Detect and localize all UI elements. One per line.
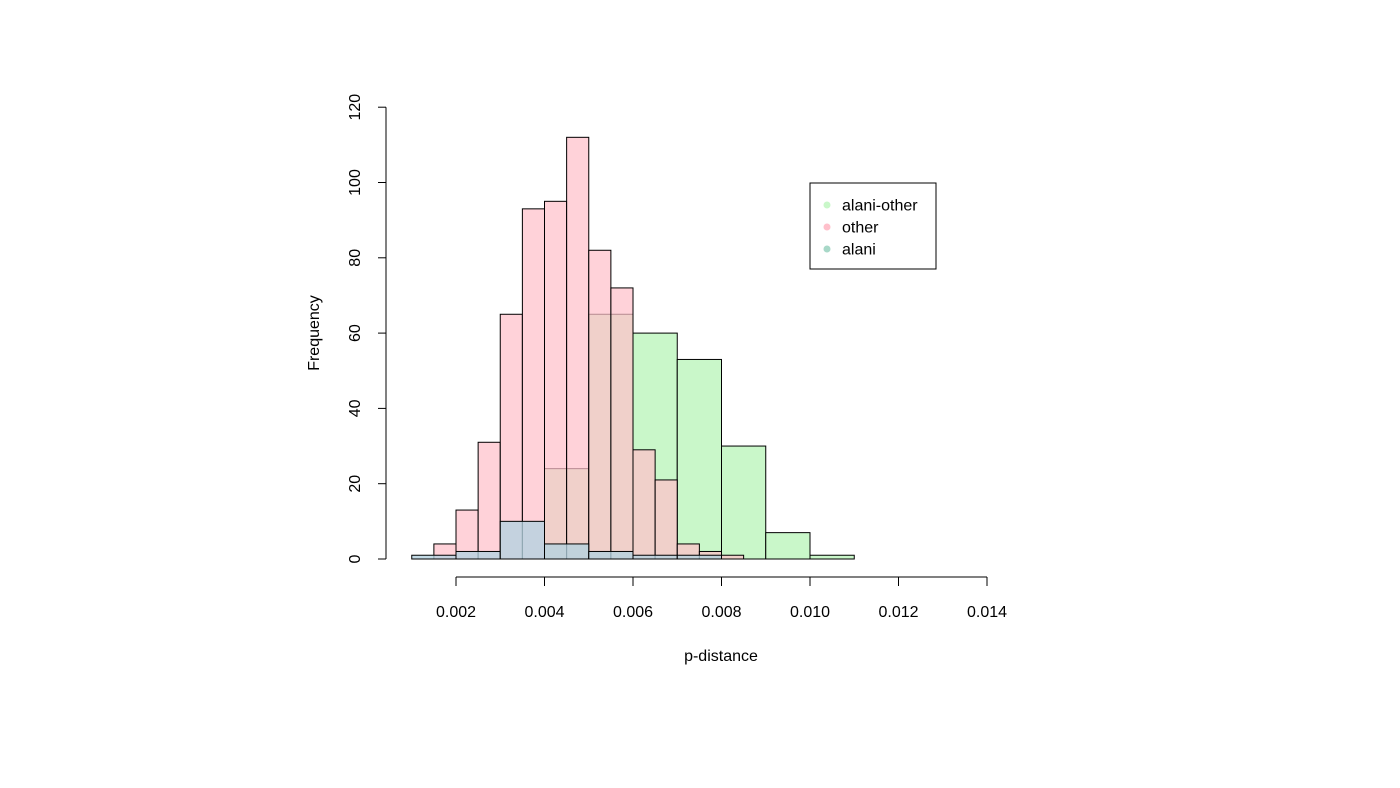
x-tick-label: 0.002 bbox=[436, 604, 476, 621]
x-tick-label: 0.006 bbox=[613, 604, 653, 621]
legend-label: alani bbox=[842, 242, 876, 259]
x-tick-label: 0.014 bbox=[967, 604, 1007, 621]
bar-alani-6 bbox=[676, 554, 722, 560]
bar-other-4 bbox=[521, 208, 546, 560]
bar-other-13 bbox=[721, 554, 745, 560]
legend-label: other bbox=[842, 220, 879, 237]
legend-label: alani-other bbox=[842, 198, 918, 215]
bar-other-7 bbox=[588, 249, 612, 560]
bar-other-2 bbox=[477, 441, 501, 560]
y-axis: 0 20 40 60 80 100 120 bbox=[347, 94, 387, 563]
bar-alani-other-3 bbox=[676, 358, 722, 560]
bar-alani-other-4 bbox=[721, 445, 767, 560]
x-tick-label: 0.012 bbox=[878, 604, 918, 621]
bar-other-5 bbox=[544, 200, 568, 560]
y-tick-label: 40 bbox=[347, 399, 364, 417]
bar-alani-4 bbox=[588, 550, 634, 560]
bar-other-6 bbox=[566, 136, 590, 560]
y-tick-label: 80 bbox=[347, 249, 364, 267]
legend: alani-other other alani bbox=[809, 182, 937, 270]
series-alani bbox=[411, 520, 722, 560]
bar-alani-3 bbox=[544, 543, 590, 560]
y-axis-label: Frequency bbox=[306, 295, 323, 371]
legend-marker bbox=[823, 245, 831, 253]
x-axis: 0.002 0.004 0.006 0.008 0.010 0.012 0.014 bbox=[436, 576, 1007, 621]
bar-alani-0 bbox=[411, 554, 457, 560]
legend-marker bbox=[823, 223, 831, 231]
bar-alani-other-5 bbox=[765, 532, 811, 560]
bar-alani-5 bbox=[632, 554, 678, 560]
y-tick-label: 20 bbox=[347, 475, 364, 493]
bar-other-8 bbox=[610, 287, 634, 560]
y-tick-label: 60 bbox=[347, 324, 364, 342]
legend-box bbox=[809, 182, 937, 270]
x-tick-label: 0.008 bbox=[701, 604, 741, 621]
y-tick-label: 120 bbox=[347, 94, 364, 121]
bars-layer bbox=[411, 136, 855, 560]
bar-alani-1 bbox=[455, 550, 501, 560]
bar-alani-2 bbox=[499, 520, 545, 560]
x-tick-label: 0.004 bbox=[524, 604, 564, 621]
series-other bbox=[433, 136, 745, 560]
x-axis-label: p-distance bbox=[684, 648, 758, 665]
bar-alani-other-6 bbox=[809, 554, 855, 560]
y-tick-label: 0 bbox=[347, 554, 364, 563]
bar-other-9 bbox=[632, 449, 656, 560]
bar-other-10 bbox=[654, 479, 678, 560]
y-tick-label: 100 bbox=[347, 169, 364, 196]
legend-marker bbox=[823, 201, 831, 209]
x-tick-label: 0.010 bbox=[790, 604, 830, 621]
